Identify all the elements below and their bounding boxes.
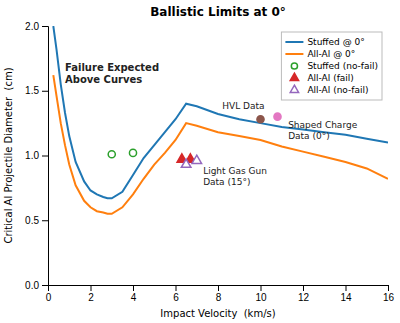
point <box>257 116 264 123</box>
tick-label: 1.0 <box>25 150 39 161</box>
y-axis-title: Critical Al Projectile Diameter (cm) <box>3 67 14 243</box>
legend-entry: All-Al (fail) <box>307 73 353 83</box>
tick-label: 0.5 <box>25 215 39 226</box>
tick: 4 <box>131 285 137 303</box>
tick-label: 14 <box>340 292 352 303</box>
tick: 0.0 <box>25 280 48 291</box>
tick: 12 <box>298 285 310 303</box>
point <box>108 151 115 158</box>
line <box>53 26 388 198</box>
tick: 1.5 <box>25 85 48 96</box>
tick: 14 <box>340 285 352 303</box>
tick-label: 1.5 <box>25 85 39 96</box>
tick-mark <box>133 285 134 291</box>
annotation-line: Light Gas Gun <box>203 166 267 176</box>
tick: 2 <box>88 285 94 303</box>
legend-entry: Stuffed @ 0° <box>307 37 364 47</box>
tick: 2.0 <box>25 21 48 32</box>
tick-mark <box>261 285 262 291</box>
tick-mark <box>42 285 48 286</box>
tick-mark <box>346 285 347 291</box>
tick-label: 4 <box>131 292 137 303</box>
tick: 0 <box>46 285 52 303</box>
annotation-line: Data (0°) <box>288 131 330 141</box>
point <box>129 149 136 156</box>
tick: 16 <box>383 285 395 303</box>
tick-label: 6 <box>173 292 179 303</box>
annotation: HVL Data <box>222 101 264 111</box>
point <box>274 113 281 120</box>
tick-label: 2 <box>88 292 94 303</box>
axis-domain <box>42 27 49 286</box>
chart: 0 2 4 6 8 10 12 14 16 0.0 0.5 1.0 1.5 2.0 Failure Expe… <box>0 0 400 323</box>
tick: 0.5 <box>25 215 48 226</box>
legend-entry: All-Al (no-fail) <box>307 85 368 95</box>
legend-box <box>281 32 382 100</box>
point <box>181 159 191 167</box>
tick-mark <box>303 285 304 291</box>
legend-swatch <box>290 73 298 80</box>
tick-mark <box>42 220 48 221</box>
point <box>192 155 202 163</box>
annotation: Failure ExpectedAbove Curves <box>65 62 159 85</box>
x-axis: 0 2 4 6 8 10 12 14 16 <box>46 285 395 303</box>
tick: 8 <box>216 285 222 303</box>
tick-label: 16 <box>383 292 395 303</box>
y-axis: 0.0 0.5 1.0 1.5 2.0 <box>25 21 48 291</box>
annotation-line: HVL Data <box>222 101 264 111</box>
annotation-line: Failure Expected <box>65 62 159 73</box>
tick-mark <box>91 285 92 291</box>
tick-label: 0.0 <box>25 280 39 291</box>
plot-area: 0 2 4 6 8 10 12 14 16 0.0 0.5 1.0 1.5 2.0 Failure Expe… <box>25 21 394 303</box>
annotation: Shaped ChargeData (0°) <box>288 120 358 141</box>
tick-mark <box>176 285 177 291</box>
tick-label: 2.0 <box>25 21 39 32</box>
tick-label: 0 <box>46 292 52 303</box>
legend-entry: All-Al @ 0° <box>307 49 355 59</box>
annotation-line: Data (15°) <box>203 177 250 187</box>
legend: Stuffed @ 0° All-Al @ 0° Stuffed (no-fail)… <box>281 32 382 100</box>
tick-mark <box>42 26 48 27</box>
chart-container: 0 2 4 6 8 10 12 14 16 0.0 0.5 1.0 1.5 2.0 Failure Expe… <box>0 0 400 323</box>
tick: 1.0 <box>25 150 48 161</box>
x-axis-title: Impact Velocity (km/s) <box>160 308 275 319</box>
tick-mark <box>42 91 48 92</box>
annotation-line: Shaped Charge <box>288 120 358 130</box>
tick-mark <box>218 285 219 291</box>
tick-label: 12 <box>298 292 310 303</box>
annotation-line: Above Curves <box>65 74 142 85</box>
tick: 6 <box>173 285 179 303</box>
title: Ballistic Limits at 0° <box>150 5 286 19</box>
legend-swatch <box>285 53 303 55</box>
legend-swatch <box>290 85 298 92</box>
tick-mark <box>42 156 48 157</box>
tick-label: 8 <box>216 292 222 303</box>
legend-entry: Stuffed (no-fail) <box>307 61 378 71</box>
legend-swatch <box>285 41 303 43</box>
axis-domain <box>49 286 389 292</box>
marks <box>53 26 388 214</box>
legend-swatch <box>291 63 297 69</box>
tick: 10 <box>255 285 267 303</box>
tick-mark <box>388 285 389 291</box>
tick-label: 10 <box>255 292 267 303</box>
annotation: Light Gas GunData (15°) <box>203 166 267 187</box>
